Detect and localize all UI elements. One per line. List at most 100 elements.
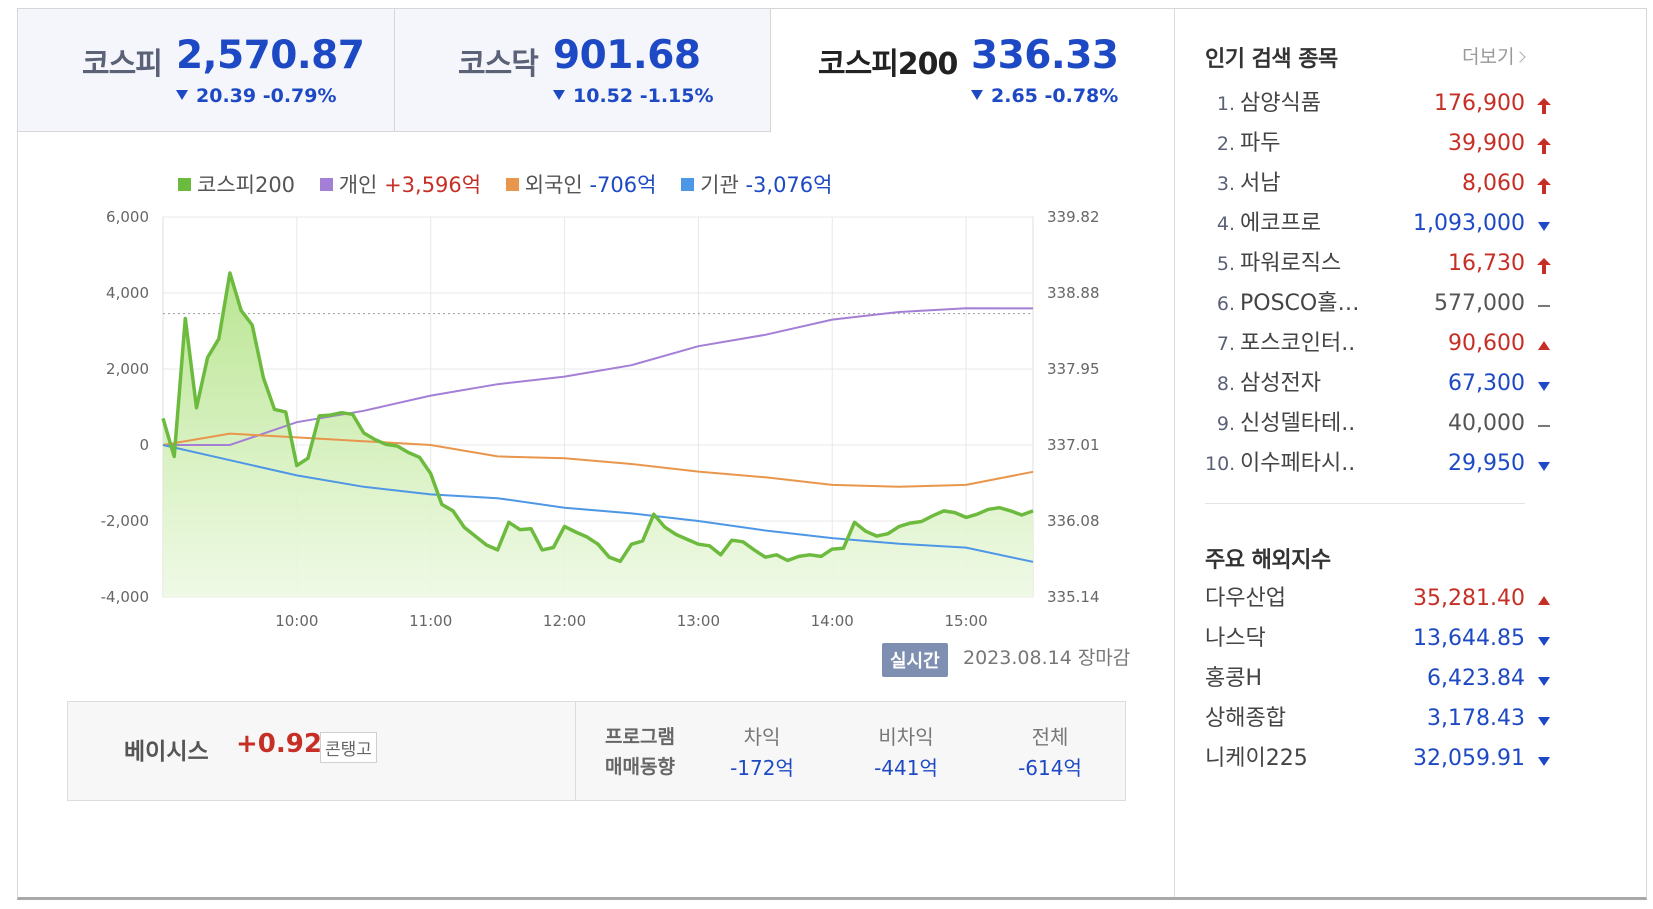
left-tick-label: 0 [139,436,149,454]
stock-price: 1,093,000 [1413,211,1525,236]
overseas-index-item[interactable]: 다우산업 35,281.40 [1205,579,1550,619]
tab-kosdaq[interactable]: 코스닥 901.68 10.52 -1.15% [395,9,771,132]
index-tabs: 코스피 2,570.87 20.39 -0.79% 코스닥 901.68 10.… [18,9,1241,132]
overseas-index-item[interactable]: 홍콩H 6,423.84 [1205,659,1550,699]
popular-item[interactable]: 6. POSCO홀… 577,000 [1205,284,1550,324]
rank-number: 6. [1216,293,1235,315]
stock-name[interactable]: 에코프로 [1240,211,1321,236]
up-arrow-icon [1535,96,1553,114]
tab-kospi[interactable]: 코스피 2,570.87 20.39 -0.79% [18,9,395,132]
index-value: 336.33 [971,33,1119,78]
popular-item[interactable]: 9. 신성델타테.. 40,000 [1205,404,1550,444]
left-tick-label: -4,000 [101,588,149,606]
stock-name[interactable]: 서남 [1240,171,1281,196]
stock-price: 8,060 [1462,171,1525,196]
investor-trend-chart: 6,000 339.82 4,000 338.88 2,000 337.95 0 337.01… [101,208,1100,629]
rank-number: 3. [1216,173,1235,195]
stock-price: 90,600 [1448,331,1525,356]
x-tick-label: 10:00 [275,612,318,629]
legend-individual: 개인 +3,596억 [319,169,481,199]
legend-swatch [178,178,191,191]
overseas-index-value: 32,059.91 [1413,746,1525,771]
overseas-title: 주요 해외지수 [1205,548,1331,573]
stock-name[interactable]: 파두 [1240,131,1281,156]
popular-item[interactable]: 10. 이수페타시.. 29,950 [1205,444,1550,484]
rank-number: 5. [1216,253,1235,275]
left-tick-label: 4,000 [106,284,149,302]
popular-item[interactable]: 7. 포스코인터.. 90,600 [1205,324,1550,364]
stock-name[interactable]: 포스코인터.. [1240,331,1356,356]
right-tick-label: 337.01 [1047,436,1100,454]
program-label: 프로그램 매매동향 [605,726,675,778]
index-name: 코스피200 [818,47,958,82]
kospi200-area [163,273,1033,597]
chevron-right-icon [1514,51,1527,63]
individual-line [163,307,1034,446]
program-total: 전체 -614억 [1018,725,1082,780]
down-triangle-icon [1535,711,1553,729]
right-tick-label: 337.95 [1047,360,1100,378]
overseas-index-item[interactable]: 니케이225 32,059.91 [1205,739,1550,779]
popular-item[interactable]: 5. 파워로직스 16,730 [1205,244,1551,284]
popular-title: 인기 검색 종목 [1205,47,1338,72]
stock-name[interactable]: POSCO홀… [1240,291,1360,316]
popular-item[interactable]: 2. 파두 39,900 [1205,124,1551,164]
up-triangle-icon [1535,336,1553,354]
index-change: 20.39 -0.79% [176,85,337,107]
divider [575,702,576,800]
popular-item[interactable]: 1. 삼양식품 176,900 [1205,84,1551,124]
x-tick-label: 13:00 [677,612,720,629]
index-value: 2,570.87 [176,33,365,78]
overseas-index-name[interactable]: 홍콩H [1205,666,1263,691]
stock-name[interactable]: 삼양식품 [1240,91,1321,116]
overseas-index-name[interactable]: 상해종합 [1205,706,1286,731]
down-triangle-icon [176,90,188,100]
overseas-index-name[interactable]: 니케이225 [1205,746,1308,771]
index-change: 2.65 -0.78% [971,85,1118,107]
stock-name[interactable]: 신성델타테.. [1240,411,1356,436]
right-panel: 인기 검색 종목 더보기 1. 삼양식품 176,900 2. 파두 39,900 3. 서남… [1174,9,1646,897]
stock-name[interactable]: 파워로직스 [1240,251,1342,276]
rank-number: 1. [1216,93,1235,115]
overseas-index-name[interactable]: 다우산업 [1205,586,1286,611]
overseas-index-value: 13,644.85 [1413,626,1525,651]
popular-item[interactable]: 3. 서남 8,060 [1205,164,1551,204]
right-tick-label: 338.88 [1047,284,1100,302]
legend-kospi200: 코스피200 [178,169,295,199]
stock-name[interactable]: 삼성전자 [1240,371,1321,396]
institution-line [162,444,1034,563]
popular-item[interactable]: 8. 삼성전자 67,300 [1205,364,1550,404]
down-triangle-icon [1535,751,1553,769]
overseas-index-item[interactable]: 나스닥 13,644.85 [1205,619,1550,659]
rank-number: 9. [1216,413,1235,435]
left-tick-label: -2,000 [101,512,149,530]
x-tick-label: 11:00 [409,612,452,629]
contango-tag: 콘탱고 [320,732,377,763]
stock-price: 16,730 [1448,251,1525,276]
basis-value: +0.92 [236,729,322,759]
tab-kospi200[interactable]: 코스피200 336.33 2.65 -0.78% [771,9,1171,132]
down-triangle-icon [971,90,983,100]
basis-program-box: 베이시스 +0.92 콘탱고 프로그램 매매동향 차익 -172억 비차익 -4… [67,701,1126,801]
x-tick-label: 12:00 [543,612,586,629]
rank-number: 10. [1205,453,1236,475]
more-link[interactable]: 더보기 [1462,42,1527,69]
program-non-arbitrage: 비차익 -441억 [874,725,938,780]
down-triangle-icon [1535,631,1553,649]
left-tick-label: 2,000 [106,360,149,378]
rank-number: 2. [1216,133,1235,155]
legend-institution: 기관 -3,076억 [681,169,832,199]
stock-name[interactable]: 이수페타시.. [1240,451,1356,476]
overseas-index-name[interactable]: 나스닥 [1205,626,1266,651]
legend-swatch [505,178,519,191]
overseas-index-item[interactable]: 상해종합 3,178.43 [1205,699,1550,739]
right-tick-label: 336.08 [1047,512,1100,530]
index-change: 10.52 -1.15% [553,85,714,107]
up-arrow-icon [1535,136,1553,154]
realtime-badge[interactable]: 실시간 [882,643,948,677]
overseas-index-value: 35,281.40 [1413,586,1525,611]
legend-swatch [319,178,333,191]
market-widget: 코스피 2,570.87 20.39 -0.79% 코스닥 901.68 10.… [17,8,1647,900]
popular-item[interactable]: 4. 에코프로 1,093,000 [1205,204,1550,244]
right-tick-label: 339.82 [1047,208,1100,226]
